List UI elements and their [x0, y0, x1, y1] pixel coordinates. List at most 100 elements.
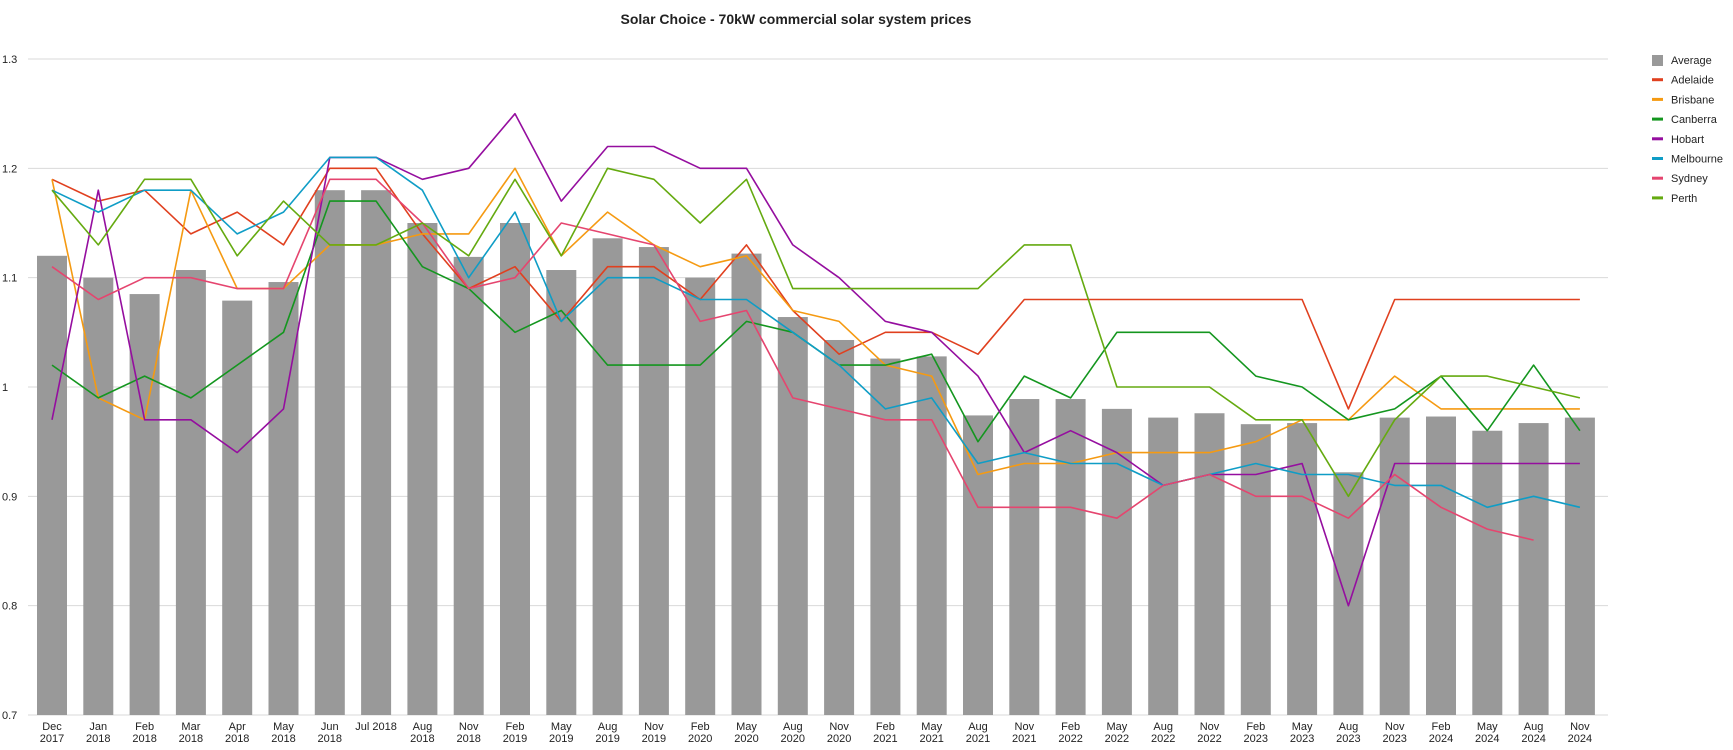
legend-swatch-hobart [1652, 137, 1663, 141]
x-tick-label: Mar [181, 721, 200, 733]
x-tick-label: Nov [829, 721, 849, 733]
chart-title: Solar Choice - 70kW commercial solar sys… [621, 11, 972, 27]
bar-average [731, 253, 762, 715]
bar-average [1055, 399, 1086, 715]
x-tick-label-year: 2022 [1197, 733, 1221, 745]
bar-average [870, 358, 901, 715]
x-tick-label-year: 2018 [225, 733, 249, 745]
bar-average [453, 256, 484, 715]
y-tick-label: 1 [2, 382, 8, 394]
bar-average [222, 300, 253, 715]
x-tick-label: Jul 2018 [355, 721, 397, 733]
bar-average [638, 247, 669, 715]
bar-average [361, 190, 392, 715]
x-tick-label: Aug [968, 721, 988, 733]
x-tick-label: May [736, 721, 757, 733]
x-tick-label: May [921, 721, 942, 733]
bar-average [1240, 424, 1271, 715]
bar-average [37, 255, 67, 716]
x-tick-label-year: 2024 [1475, 733, 1499, 745]
legend-label: Melbourne [1671, 154, 1723, 166]
x-tick-label-year: 2019 [642, 733, 666, 745]
x-tick-label-year: 2020 [781, 733, 805, 745]
x-tick-label: May [551, 721, 572, 733]
x-tick-label: Jun [321, 721, 339, 733]
bar-average [1148, 417, 1179, 715]
x-tick-label: Aug [1524, 721, 1544, 733]
x-tick-label-year: 2022 [1058, 733, 1082, 745]
x-tick-label: Feb [1432, 721, 1451, 733]
legend-label: Sydney [1671, 173, 1708, 185]
x-tick-label-year: 2018 [132, 733, 156, 745]
x-tick-label: Feb [135, 721, 154, 733]
y-axis: 0.7 0.8 0.9 1 1.1 1.2 1.3 [2, 54, 17, 722]
y-tick-label: 1.2 [2, 163, 17, 175]
x-tick-label: Aug [783, 721, 803, 733]
gridlines [28, 58, 1608, 716]
x-tick-label-year: 2022 [1105, 733, 1129, 745]
line-series-group [51, 112, 1581, 607]
x-tick-label-year: 2018 [86, 733, 110, 745]
y-tick-label: 0.7 [2, 710, 17, 722]
x-tick-label: May [273, 721, 294, 733]
y-tick-label: 0.8 [2, 601, 17, 613]
legend-label: Hobart [1671, 134, 1704, 146]
x-tick-label-year: 2020 [688, 733, 712, 745]
x-tick-label-year: 2018 [410, 733, 434, 745]
bar-average [592, 238, 623, 715]
x-tick-label: Nov [644, 721, 664, 733]
bar-average [314, 190, 345, 715]
x-tick-label-year: 2024 [1429, 733, 1453, 745]
bar-average [546, 270, 577, 715]
legend-label: Perth [1671, 193, 1697, 205]
x-tick-label: Jan [89, 721, 107, 733]
x-tick-label: Nov [459, 721, 479, 733]
x-tick-label: Aug [1153, 721, 1173, 733]
legend-swatch-perth [1652, 196, 1663, 200]
x-tick-label-year: 2023 [1244, 733, 1268, 745]
bar-average [1287, 423, 1318, 715]
y-tick-label: 0.9 [2, 491, 17, 503]
bar-series-average [37, 190, 1595, 716]
bar-average [685, 277, 716, 715]
x-tick-label-year: 2021 [919, 733, 943, 745]
x-tick-label-year: 2024 [1568, 733, 1592, 745]
x-tick-label-year: 2021 [873, 733, 897, 745]
legend-label: Average [1671, 55, 1712, 67]
legend-swatch-average [1652, 55, 1663, 66]
x-tick-label-year: 2018 [318, 733, 342, 745]
line-hobart [51, 112, 1580, 607]
legend-swatch-brisbane [1652, 97, 1663, 101]
x-tick-label-year: 2024 [1521, 733, 1545, 745]
line-adelaide [51, 167, 1580, 410]
legend-swatch-adelaide [1652, 78, 1663, 82]
bar-average [1564, 417, 1595, 715]
x-tick-label-year: 2021 [966, 733, 990, 745]
legend-swatch-melbourne [1652, 157, 1663, 160]
x-tick-label-year: 2020 [827, 733, 851, 745]
x-tick-label-year: 2022 [1151, 733, 1175, 745]
bar-average [1379, 417, 1410, 715]
x-axis: Dec2017Jan2018Feb2018Mar2018Apr2018May20… [40, 721, 1592, 745]
x-tick-label: Feb [876, 721, 895, 733]
legend-label: Brisbane [1671, 94, 1714, 106]
x-tick-label: Nov [1200, 721, 1220, 733]
bar-average [500, 223, 530, 715]
legend-label: Canberra [1671, 114, 1718, 126]
bar-average [129, 294, 160, 715]
x-tick-label: May [1292, 721, 1313, 733]
x-tick-label: Feb [1061, 721, 1080, 733]
x-tick-label: Feb [1246, 721, 1265, 733]
x-tick-label: May [1107, 721, 1128, 733]
bar-average [83, 277, 114, 715]
x-tick-label-year: 2017 [40, 733, 64, 745]
bar-average [1426, 416, 1456, 715]
bar-average [407, 223, 438, 715]
legend-swatch-canberra [1652, 117, 1663, 121]
bar-average [824, 339, 855, 715]
bar-average [963, 415, 993, 715]
bar-average [1472, 430, 1503, 715]
x-tick-label: Feb [506, 721, 525, 733]
line-perth [51, 167, 1581, 498]
